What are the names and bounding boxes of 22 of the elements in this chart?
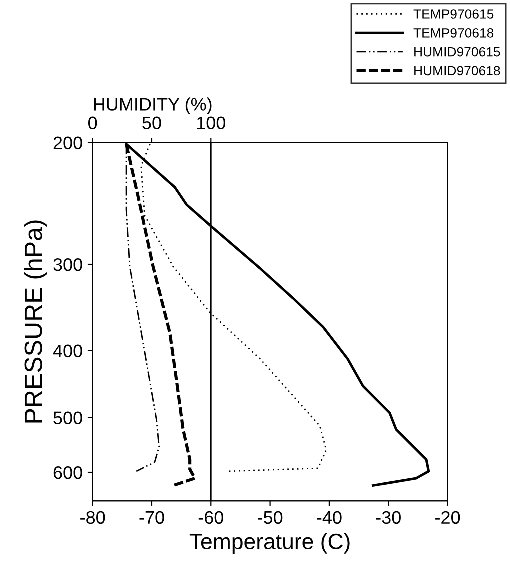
legend-label: HUMID970615 <box>414 47 500 57</box>
x2-tick-label: 100 <box>197 116 226 130</box>
y-axis-title: PRESSURE (hPa) <box>24 220 48 423</box>
legend-label: TEMP970618 <box>414 28 494 38</box>
x2-tick-label: 50 <box>142 116 162 130</box>
legend-label: TEMP970615 <box>414 10 494 19</box>
x-tick-label: -40 <box>317 511 342 524</box>
y-tick-label: 400 <box>53 344 82 358</box>
x-tick-label: -60 <box>198 511 224 524</box>
x2-tick-label: 0 <box>88 116 98 130</box>
y-tick-label: 300 <box>54 258 82 272</box>
x-tick-label: -20 <box>436 511 460 524</box>
x-tick-label: -70 <box>140 511 164 524</box>
legend-label: HUMID970618 <box>414 66 500 76</box>
y-tick-label: 600 <box>54 466 82 480</box>
x-tick-label: -30 <box>376 511 401 524</box>
y-tick-label: 500 <box>54 412 82 425</box>
x-tick-label: -50 <box>258 511 283 524</box>
y-tick-label: 200 <box>54 136 82 150</box>
x-tick-label: -80 <box>80 511 106 524</box>
x2-axis-title: HUMIDITY (%) <box>94 98 212 114</box>
x-axis-title: Temperature (C) <box>190 533 350 554</box>
